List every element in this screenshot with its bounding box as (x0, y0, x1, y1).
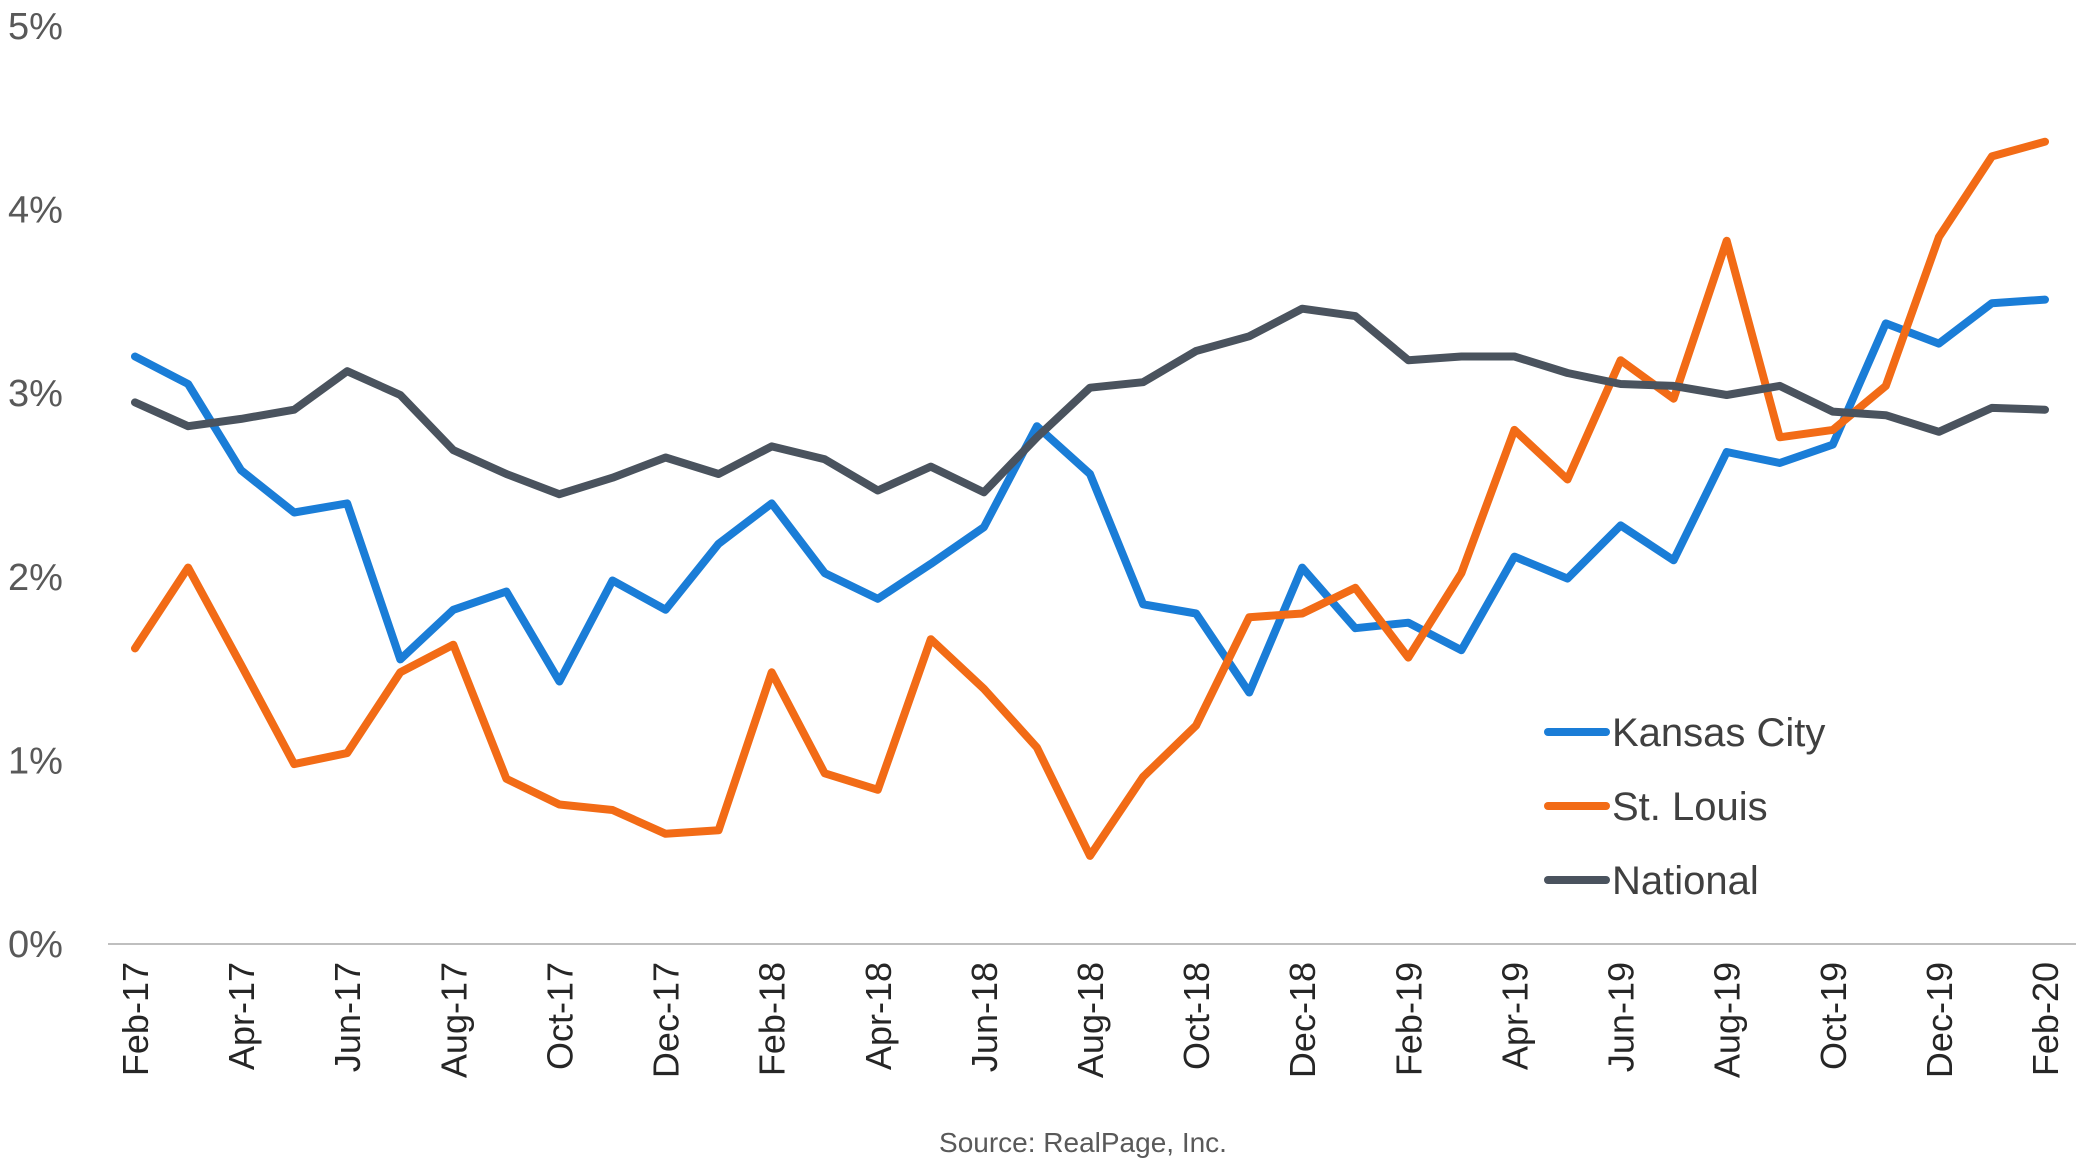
x-tick-label: Oct-17 (539, 962, 580, 1070)
x-tick-label: Feb-18 (752, 962, 793, 1076)
x-axis-ticks: Feb-17 Apr-17 Jun-17 Aug-17 Oct-17 Dec-17 Feb-… (115, 962, 2066, 1078)
x-tick-label: Aug-17 (433, 962, 474, 1078)
series-line-kansas-city (131, 295, 2049, 697)
legend-label: St. Louis (1612, 785, 1768, 829)
x-tick-label: Aug-19 (1707, 962, 1748, 1078)
legend: Kansas City St. Louis National (1544, 711, 1825, 903)
x-tick-label: Feb-19 (1388, 962, 1429, 1076)
y-tick-label: 3% (8, 373, 63, 415)
series-line-national (131, 304, 2049, 499)
y-tick-label: 4% (8, 190, 63, 232)
x-tick-label: Feb-20 (2025, 962, 2066, 1076)
x-tick-label: Oct-19 (1813, 962, 1854, 1070)
x-tick-label: Oct-18 (1176, 962, 1217, 1070)
x-tick-label: Jun-17 (327, 962, 368, 1072)
x-tick-label: Apr-17 (221, 962, 262, 1070)
legend-label: Kansas City (1612, 711, 1825, 755)
y-tick-label: 5% (8, 6, 63, 48)
y-axis-ticks: 0% 1% 2% 3% 4% 5% (8, 6, 63, 966)
legend-label: National (1612, 859, 1759, 903)
x-tick-label: Apr-19 (1494, 962, 1535, 1070)
x-tick-label: Feb-17 (115, 962, 156, 1076)
x-tick-label: Jun-19 (1601, 962, 1642, 1072)
y-tick-label: 0% (8, 924, 63, 966)
y-tick-label: 1% (8, 740, 63, 782)
x-tick-label: Jun-18 (964, 962, 1005, 1072)
x-tick-label: Dec-19 (1919, 962, 1960, 1078)
source-note: Source: RealPage, Inc. (939, 1127, 1227, 1158)
x-tick-label: Aug-18 (1070, 962, 1111, 1078)
series-line-st-louis (131, 137, 2049, 860)
x-tick-label: Dec-18 (1282, 962, 1323, 1078)
y-tick-label: 2% (8, 557, 63, 599)
x-tick-label: Apr-18 (858, 962, 899, 1070)
series-lines (131, 137, 2049, 860)
x-tick-label: Dec-17 (646, 962, 687, 1078)
